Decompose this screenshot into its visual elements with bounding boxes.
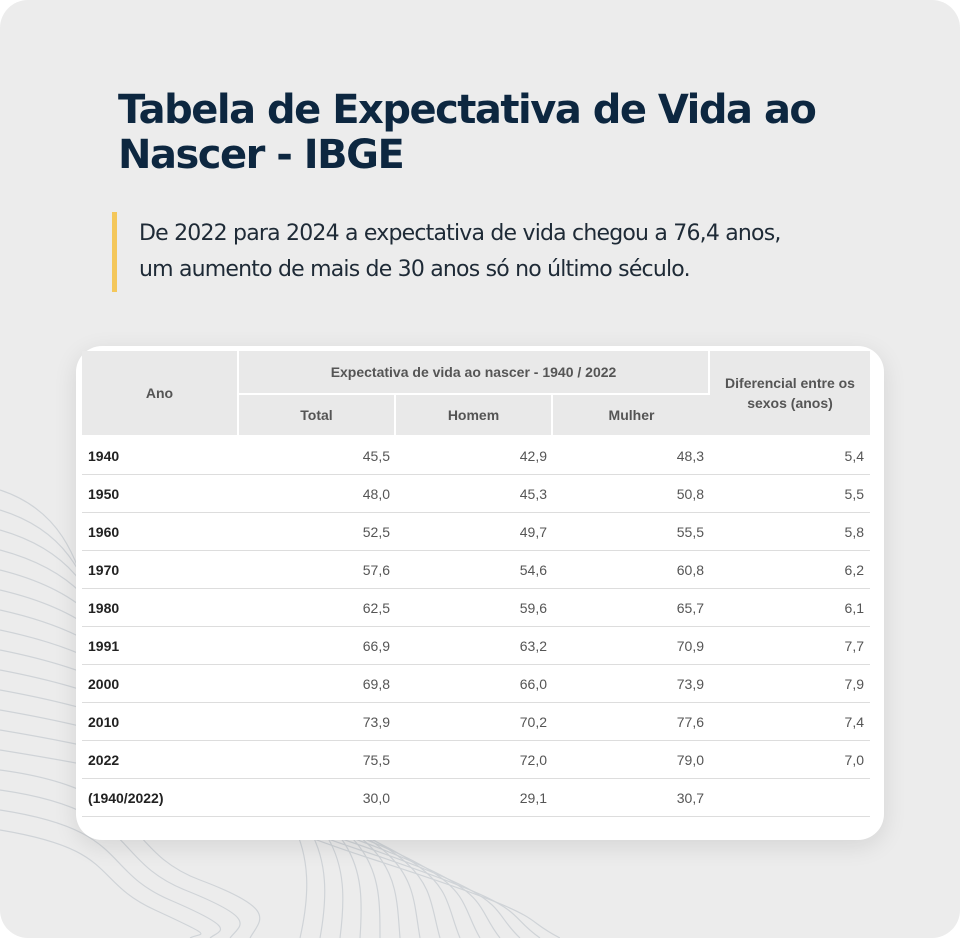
quote-line-1: De 2022 para 2024 a expectativa de vida …: [139, 221, 781, 246]
cell-diferencial: [710, 779, 870, 817]
cell-total: 30,0: [239, 779, 396, 817]
header-total: Total: [239, 395, 396, 437]
cell-ano: (1940/2022): [82, 779, 239, 817]
cell-ano: 1980: [82, 589, 239, 627]
cell-ano: 1950: [82, 475, 239, 513]
cell-diferencial: 6,2: [710, 551, 870, 589]
cell-homem: 49,7: [396, 513, 553, 551]
page-title: Tabela de Expectativa de Vida ao Nascer …: [118, 87, 817, 178]
cell-ano: 1940: [82, 437, 239, 475]
table-row: 2010 73,9 70,2 77,6 7,4: [82, 703, 870, 741]
cell-mulher: 70,9: [553, 627, 710, 665]
cell-total: 62,5: [239, 589, 396, 627]
cell-homem: 66,0: [396, 665, 553, 703]
cell-total: 73,9: [239, 703, 396, 741]
cell-mulher: 79,0: [553, 741, 710, 779]
cell-diferencial: 6,1: [710, 589, 870, 627]
cell-diferencial: 7,9: [710, 665, 870, 703]
cell-mulher: 60,8: [553, 551, 710, 589]
table-row: 2022 75,5 72,0 79,0 7,0: [82, 741, 870, 779]
cell-total: 57,6: [239, 551, 396, 589]
cell-ano: 2000: [82, 665, 239, 703]
cell-homem: 42,9: [396, 437, 553, 475]
cell-homem: 63,2: [396, 627, 553, 665]
table-row: 1960 52,5 49,7 55,5 5,8: [82, 513, 870, 551]
cell-total: 69,8: [239, 665, 396, 703]
cell-mulher: 55,5: [553, 513, 710, 551]
cell-diferencial: 5,4: [710, 437, 870, 475]
cell-diferencial: 7,4: [710, 703, 870, 741]
table-row: 1991 66,9 63,2 70,9 7,7: [82, 627, 870, 665]
cell-total: 66,9: [239, 627, 396, 665]
header-diferencial: Diferencial entre os sexos (anos): [710, 351, 870, 437]
table-row: 1940 45,5 42,9 48,3 5,4: [82, 437, 870, 475]
header-ano: Ano: [82, 351, 239, 437]
table-card: Ano Expectativa de vida ao nascer - 1940…: [76, 346, 884, 840]
cell-total: 48,0: [239, 475, 396, 513]
cell-diferencial: 7,0: [710, 741, 870, 779]
cell-ano: 2022: [82, 741, 239, 779]
cell-total: 45,5: [239, 437, 396, 475]
cell-homem: 45,3: [396, 475, 553, 513]
cell-ano: 1991: [82, 627, 239, 665]
cell-mulher: 73,9: [553, 665, 710, 703]
table-row: (1940/2022) 30,0 29,1 30,7: [82, 779, 870, 817]
cell-homem: 54,6: [396, 551, 553, 589]
life-expectancy-table: Ano Expectativa de vida ao nascer - 1940…: [82, 351, 870, 817]
header-homem: Homem: [396, 395, 553, 437]
cell-diferencial: 7,7: [710, 627, 870, 665]
cell-total: 52,5: [239, 513, 396, 551]
cell-ano: 2010: [82, 703, 239, 741]
cell-mulher: 50,8: [553, 475, 710, 513]
cell-diferencial: 5,8: [710, 513, 870, 551]
table-row: 2000 69,8 66,0 73,9 7,9: [82, 665, 870, 703]
cell-mulher: 48,3: [553, 437, 710, 475]
cell-diferencial: 5,5: [710, 475, 870, 513]
cell-homem: 72,0: [396, 741, 553, 779]
highlight-quote: De 2022 para 2024 a expectativa de vida …: [112, 212, 892, 292]
header-group: Expectativa de vida ao nascer - 1940 / 2…: [239, 351, 710, 395]
table-row: 1950 48,0 45,3 50,8 5,5: [82, 475, 870, 513]
cell-ano: 1970: [82, 551, 239, 589]
cell-homem: 70,2: [396, 703, 553, 741]
cell-total: 75,5: [239, 741, 396, 779]
header-mulher: Mulher: [553, 395, 710, 437]
table-row: 1980 62,5 59,6 65,7 6,1: [82, 589, 870, 627]
table-row: 1970 57,6 54,6 60,8 6,2: [82, 551, 870, 589]
cell-homem: 59,6: [396, 589, 553, 627]
cell-mulher: 65,7: [553, 589, 710, 627]
cell-ano: 1960: [82, 513, 239, 551]
table-body: 1940 45,5 42,9 48,3 5,4 1950 48,0 45,3 50,8 5,5 19…: [82, 437, 870, 817]
cell-mulher: 30,7: [553, 779, 710, 817]
cell-mulher: 77,6: [553, 703, 710, 741]
cell-homem: 29,1: [396, 779, 553, 817]
quote-line-2: um aumento de mais de 30 anos só no últi…: [139, 257, 691, 282]
